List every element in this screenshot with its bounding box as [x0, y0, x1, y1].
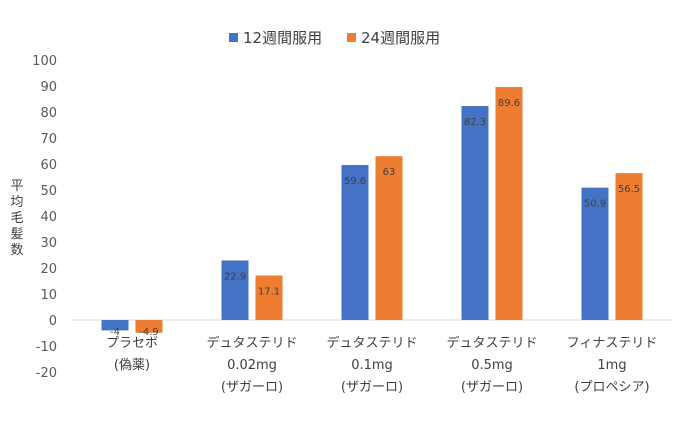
bar-1-5	[581, 187, 609, 320]
y-tick-label: -10	[36, 340, 57, 355]
category-label: (ザガーロ)	[461, 380, 523, 395]
bar-2-3	[375, 156, 403, 320]
y-tick-label: 40	[40, 210, 57, 225]
bars	[101, 87, 643, 333]
bar-2-4	[495, 87, 523, 320]
data-label: 17.1	[258, 287, 280, 298]
y-tick-label: 20	[40, 262, 57, 277]
bar-1-2	[221, 260, 249, 320]
bar-2-2	[255, 275, 283, 320]
category-label: 1mg	[597, 358, 626, 373]
category-labels: プラセボ (偽薬) デュタステリド 0.02mg (ザガーロ) デュタステリド 0.1mg (…	[106, 335, 657, 395]
y-tick-label: -20	[36, 366, 57, 381]
data-labels: -4 22.9 59.6 82.3 50.9 -4.9 17.1 63 89.6 56.5	[110, 98, 640, 338]
category-label: プラセボ	[106, 336, 158, 351]
y-tick-label: 10	[40, 288, 57, 303]
category-label: 0.02mg	[227, 358, 277, 373]
y-axis-label: 平均毛髪数	[10, 179, 23, 258]
data-label: 22.9	[224, 271, 246, 282]
y-axis-ticks: -20 -10 0 10 20 30 40 50 60 70 80 90 100	[32, 54, 57, 381]
category-label: デュタステリド	[206, 335, 297, 351]
data-label: 56.5	[618, 184, 640, 195]
y-tick-label: 80	[40, 106, 57, 121]
data-label: 59.6	[344, 176, 366, 187]
category-label: 0.5mg	[471, 358, 513, 373]
legend-swatch	[347, 33, 356, 42]
legend: 12週間服用 24週間服用	[229, 29, 440, 47]
y-tick-label: 60	[40, 158, 57, 173]
bar-2-5	[615, 173, 643, 320]
legend-label: 24週間服用	[361, 29, 440, 47]
y-tick-label: 70	[40, 132, 57, 147]
data-label: 82.3	[464, 117, 486, 128]
bar-1-3	[341, 165, 369, 320]
legend-label: 12週間服用	[243, 29, 322, 47]
bar-2-1	[135, 320, 163, 333]
category-label: (ザガーロ)	[341, 380, 403, 395]
category-label: (ザガーロ)	[221, 380, 283, 395]
y-tick-label: 30	[40, 236, 57, 251]
category-label: (プロペシア)	[574, 380, 649, 395]
y-tick-label: 90	[40, 80, 57, 95]
bar-1-1	[101, 320, 129, 331]
category-label: (偽薬)	[114, 358, 150, 373]
y-tick-label: 0	[49, 314, 57, 329]
data-label: -4	[110, 327, 120, 338]
y-tick-label: 50	[40, 184, 57, 199]
data-label: -4.9	[139, 327, 159, 338]
bar-1-4	[461, 106, 489, 321]
data-label: 63	[383, 167, 396, 178]
category-label: 0.1mg	[351, 358, 393, 373]
category-label: デュタステリド	[446, 335, 537, 351]
legend-swatch	[229, 33, 238, 42]
data-label: 50.9	[584, 199, 606, 210]
data-label: 89.6	[498, 98, 520, 109]
category-label: デュタステリド	[326, 335, 417, 351]
category-label: フィナステリド	[567, 336, 658, 351]
y-tick-label: 100	[32, 54, 57, 69]
